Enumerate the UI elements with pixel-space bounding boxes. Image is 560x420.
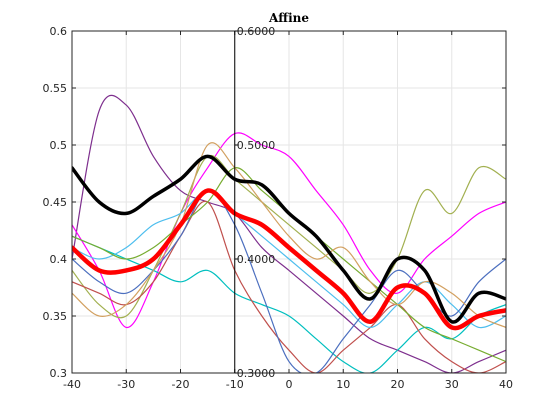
inner-axis-label: 0.3000: [237, 367, 276, 380]
x-tick-label: -40: [63, 378, 81, 391]
series-line-3: [72, 154, 506, 319]
x-tick-label: 20: [391, 378, 405, 391]
axes: -40 -30 -20 -10 0 10 20 30 40 0.3 0.35 0.4 0.45 0.5 0.…: [43, 25, 514, 391]
series-line-2: [72, 235, 506, 373]
series-line-0: [72, 94, 506, 373]
x-tick-label: 30: [445, 378, 459, 391]
chart-title: Affine: [268, 11, 309, 25]
x-tick-label: 10: [336, 378, 350, 391]
inner-axis-label: 0.4000: [237, 253, 276, 266]
series-lines: [72, 94, 506, 373]
y-tick-label: 0.55: [43, 82, 68, 95]
y-tick-label: 0.3: [50, 367, 68, 380]
series-line-1: [72, 132, 506, 328]
series-line-9: [72, 154, 506, 324]
series-line-10: [72, 188, 506, 331]
inner-axis-label: 0.6000: [237, 25, 276, 38]
grid: [71, 30, 507, 374]
x-tick-label: 40: [499, 378, 513, 391]
y-tick-label: 0.45: [43, 196, 68, 209]
inner-axis-label: 0.5000: [237, 139, 276, 152]
y-tick-label: 0.5: [50, 139, 68, 152]
y-tick-label: 0.6: [50, 25, 68, 38]
x-tick-label: 0: [286, 378, 293, 391]
x-tick-label: -10: [226, 378, 244, 391]
y-tick-label: 0.35: [43, 310, 68, 323]
x-tick-label: -20: [172, 378, 190, 391]
series-line-4: [72, 200, 506, 373]
y-tick-label: 0.4: [50, 253, 68, 266]
x-tick-label: -30: [117, 378, 135, 391]
